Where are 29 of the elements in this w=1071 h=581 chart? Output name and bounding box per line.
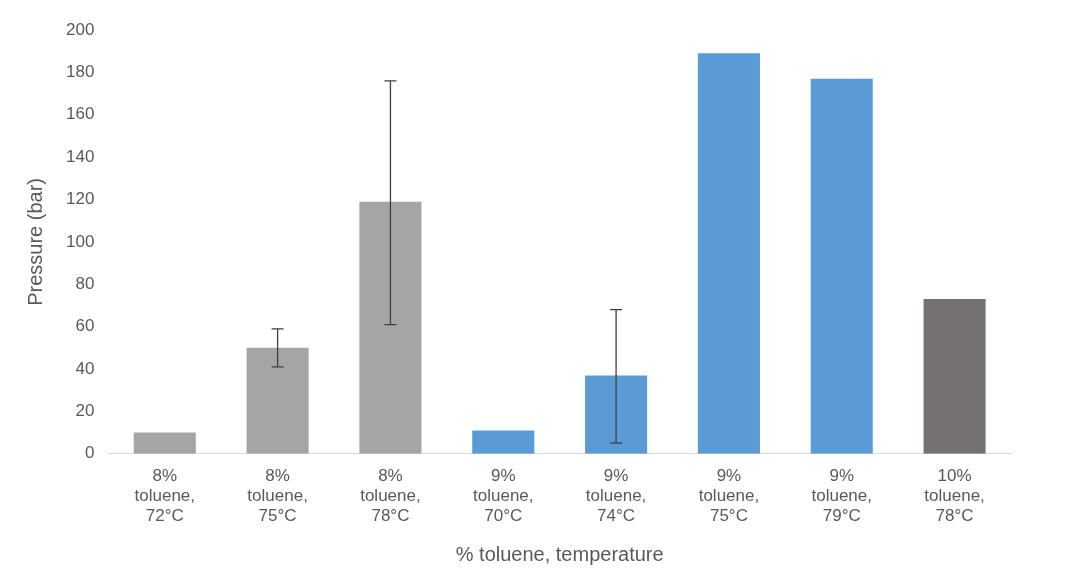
x-tick-label: 10% toluene, 78°C bbox=[924, 465, 985, 526]
x-tick-label: 9% toluene, 74°C bbox=[585, 465, 647, 526]
bar bbox=[133, 432, 196, 454]
bar bbox=[472, 430, 535, 454]
x-tick-label: 8% toluene, 78°C bbox=[360, 465, 421, 526]
x-axis-title: % toluene, temperature bbox=[455, 542, 664, 565]
bar bbox=[246, 347, 309, 454]
bar bbox=[810, 78, 873, 454]
y-tick-label: 0 bbox=[84, 443, 95, 463]
y-tick-label: 180 bbox=[65, 62, 95, 82]
y-tick-label: 80 bbox=[75, 273, 95, 293]
y-tick-label: 160 bbox=[65, 104, 95, 124]
bar bbox=[923, 299, 986, 454]
bar bbox=[585, 375, 648, 454]
y-tick-label: 40 bbox=[75, 358, 95, 378]
y-tick-label: 120 bbox=[65, 189, 95, 209]
y-tick-label: 60 bbox=[75, 316, 95, 336]
bar bbox=[359, 201, 422, 454]
x-tick-label: 8% toluene, 75°C bbox=[247, 465, 308, 526]
x-tick-label: 9% toluene, 70°C bbox=[473, 465, 534, 526]
x-tick-label: 8% toluene, 72°C bbox=[134, 465, 196, 526]
bar bbox=[697, 53, 760, 454]
y-axis-title: Pressure (bar) bbox=[23, 177, 46, 306]
y-tick-label: 140 bbox=[65, 146, 95, 166]
y-tick-label: 20 bbox=[75, 401, 95, 421]
y-tick-label: 200 bbox=[65, 19, 95, 39]
y-tick-label: 100 bbox=[65, 231, 95, 251]
x-tick-label: 9% toluene, 79°C bbox=[811, 465, 873, 526]
x-tick-label: 9% toluene, 75°C bbox=[698, 465, 760, 526]
